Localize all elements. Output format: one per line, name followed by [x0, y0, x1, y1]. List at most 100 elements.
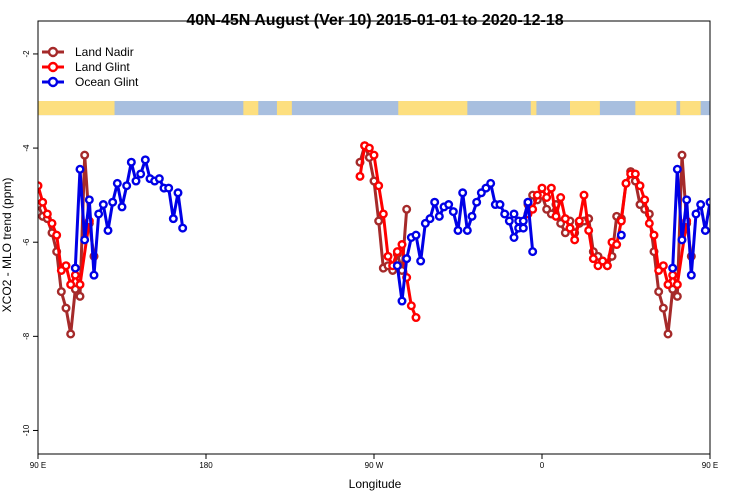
data-point	[668, 263, 678, 273]
data-point	[154, 174, 164, 184]
data-point	[556, 192, 566, 202]
data-point	[383, 251, 393, 261]
data-point	[677, 150, 687, 160]
data-point	[672, 280, 682, 290]
data-point	[616, 230, 626, 240]
data-point	[658, 303, 668, 313]
legend-item: Land Nadir	[42, 45, 134, 59]
data-point	[458, 188, 468, 198]
series-layer	[38, 141, 728, 339]
data-point	[397, 296, 407, 306]
data-point	[677, 235, 687, 245]
data-point	[178, 223, 188, 233]
data-point	[56, 287, 66, 297]
y-tick-label: -10	[22, 424, 31, 436]
data-point	[402, 254, 412, 264]
data-point	[52, 230, 62, 240]
y-axis: -2 -4 -6 -8 -10	[22, 50, 38, 436]
data-point	[108, 197, 118, 207]
data-point	[126, 157, 136, 167]
data-point	[546, 183, 556, 193]
data-point	[509, 232, 519, 242]
data-point	[672, 291, 682, 301]
legend-item: Ocean Glint	[42, 75, 139, 89]
data-point	[430, 197, 440, 207]
x-tick-label: 90 W	[365, 461, 384, 470]
data-point	[84, 195, 94, 205]
plot-area	[38, 21, 710, 454]
data-point	[588, 254, 598, 264]
data-point	[528, 247, 538, 257]
legend-swatch-marker	[47, 61, 59, 73]
data-point	[173, 188, 183, 198]
land-strip-segment	[635, 101, 677, 116]
data-point	[70, 263, 80, 273]
data-point	[584, 225, 594, 235]
data-point	[75, 291, 85, 301]
data-point	[500, 209, 510, 219]
y-tick-label: -4	[22, 144, 31, 152]
data-point	[392, 261, 402, 271]
data-point	[94, 209, 104, 219]
data-point	[434, 211, 444, 221]
data-point	[75, 280, 85, 290]
x-axis-label: Longitude	[349, 477, 402, 491]
series-ocean-glint	[70, 155, 728, 306]
data-point	[654, 287, 664, 297]
data-point	[711, 180, 718, 187]
data-point	[682, 195, 692, 205]
data-point	[486, 178, 496, 188]
data-point	[374, 216, 384, 226]
data-point	[495, 200, 505, 210]
data-point	[136, 169, 146, 179]
land-strip-segment	[398, 101, 468, 116]
data-point	[444, 200, 454, 210]
series-line	[671, 167, 710, 277]
data-point	[397, 240, 407, 250]
data-point	[616, 216, 626, 226]
data-point	[612, 240, 622, 250]
data-point	[691, 209, 701, 219]
data-point	[696, 200, 706, 210]
data-point	[61, 261, 71, 271]
y-tick-label: -2	[22, 50, 31, 58]
data-point	[392, 247, 402, 257]
y-tick-label: -8	[22, 332, 31, 340]
data-point	[47, 218, 57, 228]
data-point	[66, 329, 76, 339]
data-point	[658, 261, 668, 271]
data-point	[112, 178, 122, 188]
data-point	[621, 178, 631, 188]
data-point	[542, 192, 552, 202]
land-strip-segment	[680, 101, 701, 116]
data-point	[640, 195, 650, 205]
land-strip-segment	[276, 101, 292, 116]
y-tick-label: -6	[22, 238, 31, 246]
x-tick-label: 180	[199, 461, 213, 470]
data-point	[131, 176, 141, 186]
chart-title: 40N-45N August (Ver 10) 2015-01-01 to 20…	[186, 12, 563, 29]
data-point	[378, 209, 388, 219]
data-point	[80, 150, 90, 160]
data-point	[518, 216, 528, 226]
data-point	[570, 235, 580, 245]
data-point	[716, 204, 723, 211]
x-tick-label: 90 E	[702, 461, 718, 470]
legend-swatch-marker	[47, 46, 59, 58]
data-point	[472, 197, 482, 207]
y-axis-label: XCO2 - MLO trend (ppm)	[0, 178, 14, 313]
data-point	[164, 183, 174, 193]
data-point	[98, 200, 108, 210]
data-point	[672, 164, 682, 174]
x-tick-label: 0	[540, 461, 545, 470]
data-point	[504, 216, 514, 226]
data-point	[602, 261, 612, 271]
data-point	[560, 214, 570, 224]
data-point	[61, 303, 71, 313]
x-tick-label: 90 E	[30, 461, 46, 470]
data-point	[721, 182, 728, 189]
data-point	[467, 211, 477, 221]
land-strip-segment	[38, 101, 115, 116]
